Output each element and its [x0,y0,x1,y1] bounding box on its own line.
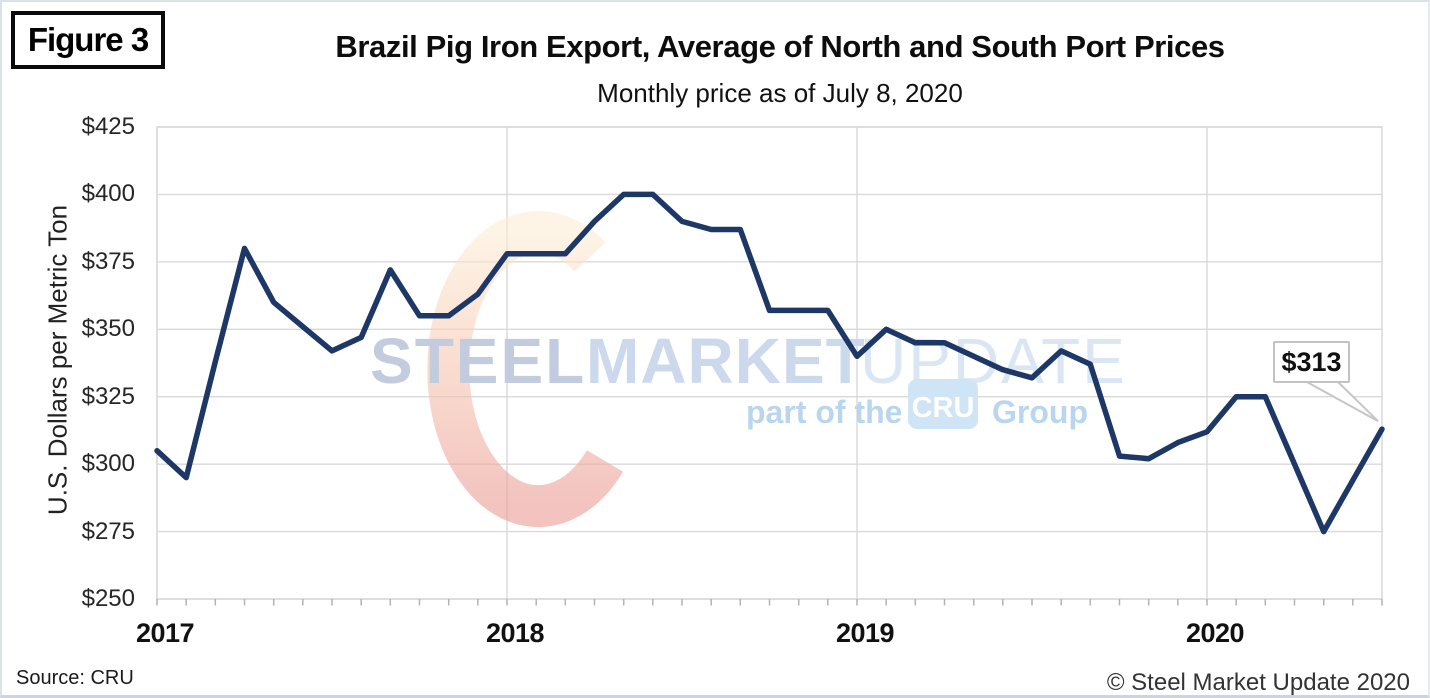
chart-subtitle: Monthly price as of July 8, 2020 [597,78,963,108]
price-line [154,191,1385,535]
month-tick-marks [156,599,1383,606]
y-tick-label: $275 [81,517,135,545]
plot-border [156,126,1383,600]
y-tick-label: $425 [81,113,135,140]
watermark-tagline-prefix: part of the [746,394,902,430]
callout-value: $313 [1281,346,1342,377]
watermark-market: MARKET [586,325,866,397]
copyright-note: © Steel Market Update 2020 [1106,669,1410,696]
y-tick-label: $250 [81,585,135,612]
y-tick-label: $325 [81,382,135,410]
x-tick-label: 2020 [1185,618,1245,648]
y-tick-label: $375 [81,247,135,275]
y-tick-label: $350 [81,315,135,343]
source-note: Source: CRU [16,667,134,689]
y-tick-label: $300 [81,450,135,478]
price-callout: $313 [1273,341,1350,383]
cru-badge [908,379,978,429]
callout-pointer [1306,381,1379,422]
watermark-tagline-suffix: Group [992,394,1088,430]
x-tick-label: 2018 [485,618,545,648]
x-tick-label: 2019 [835,618,895,648]
cru-swoosh-logo [427,211,624,528]
y-tick-label: $400 [81,180,135,208]
watermark: STEEL MARKET UPDATE part of the CRU Grou… [370,211,1125,528]
chart-title: Brazil Pig Iron Export, Average of North… [335,29,1225,64]
gridlines [156,126,1382,600]
watermark-steel: STEEL [370,325,586,397]
figure-number-label: Figure 3 [11,11,165,69]
x-tick-label: 2017 [135,618,195,648]
